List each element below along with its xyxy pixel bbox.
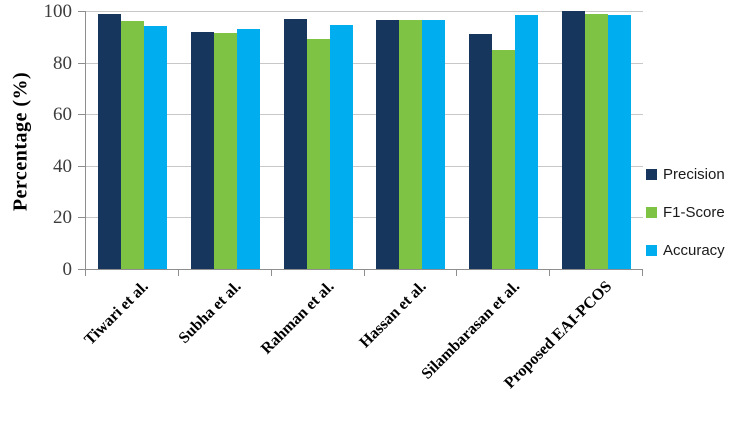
legend-swatch-icon: [646, 244, 657, 256]
y-tick-label-100: 100: [43, 1, 73, 22]
legend-item-precision: Precision: [646, 165, 725, 183]
bar-group-2: [179, 29, 272, 269]
y-tick-mark: [78, 217, 85, 219]
bar-accuracy-6: [608, 14, 632, 269]
bar-accuracy-5: [515, 14, 539, 269]
bar-precision-3: [283, 18, 307, 269]
bar-f1-score-5: [492, 49, 516, 269]
legend-label: F1-Score: [663, 203, 725, 221]
y-tick-mark: [78, 165, 85, 167]
x-category-label-5: Silambarasan et al.: [418, 278, 523, 383]
y-tick-mark: [78, 11, 85, 12]
legend-label: Accuracy: [663, 241, 725, 259]
bar-precision-6: [562, 11, 586, 269]
bar-group-1: [86, 13, 179, 269]
legend-swatch-icon: [646, 168, 657, 180]
bar-accuracy-1: [143, 26, 167, 269]
gridline-y-40: [86, 165, 643, 167]
bar-precision-5: [469, 34, 493, 269]
legend: Precision F1-Score Accuracy: [646, 166, 725, 280]
x-tick-mark: [177, 270, 179, 276]
legend-item-f1-score: F1-Score: [646, 203, 725, 221]
y-tick-mark: [78, 62, 85, 64]
x-category-label-4: Hassan et al.: [356, 278, 430, 352]
y-tick-label-0: 0: [62, 259, 73, 280]
bar-precision-4: [376, 20, 400, 269]
bar-f1-score-2: [213, 32, 237, 269]
gridline-y-80: [86, 62, 643, 64]
bar-precision-2: [190, 31, 214, 269]
x-category-label-3: Rahman et al.: [257, 278, 338, 358]
x-tick-mark: [642, 270, 643, 276]
bar-accuracy-4: [422, 20, 446, 269]
bar-f1-score-1: [120, 21, 144, 269]
y-tick-label-20: 20: [53, 207, 72, 229]
bar-accuracy-3: [329, 25, 353, 269]
x-tick-mark: [85, 270, 86, 276]
y-tick-mark: [78, 269, 85, 270]
gridline-y-60: [86, 114, 643, 116]
x-tick-mark: [456, 270, 458, 276]
y-tick-label-60: 60: [53, 104, 72, 126]
bar-f1-score-3: [306, 39, 330, 269]
x-tick-mark: [270, 270, 272, 276]
bar-precision-1: [97, 13, 121, 269]
bar-group-4: [365, 20, 458, 269]
gridline-y-20: [86, 217, 643, 219]
bar-group-3: [272, 18, 365, 269]
gridline-y-100: [86, 11, 643, 12]
legend-label: Precision: [663, 165, 725, 183]
y-tick-label-40: 40: [53, 155, 72, 177]
legend-item-accuracy: Accuracy: [646, 241, 725, 259]
legend-swatch-icon: [646, 206, 657, 218]
y-tick-mark: [78, 114, 85, 116]
bar-group-6: [550, 11, 643, 269]
bar-f1-score-4: [399, 20, 423, 269]
x-tick-mark: [363, 270, 365, 276]
bar-f1-score-6: [585, 13, 609, 269]
bar-group-5: [457, 14, 550, 269]
x-category-label-2: Subha et al.: [175, 278, 245, 347]
x-category-label-1: Tiwari et al.: [80, 278, 152, 349]
bar-accuracy-2: [236, 29, 260, 269]
plot-area: [85, 11, 643, 270]
y-tick-label-80: 80: [53, 52, 72, 74]
x-tick-mark: [549, 270, 551, 276]
